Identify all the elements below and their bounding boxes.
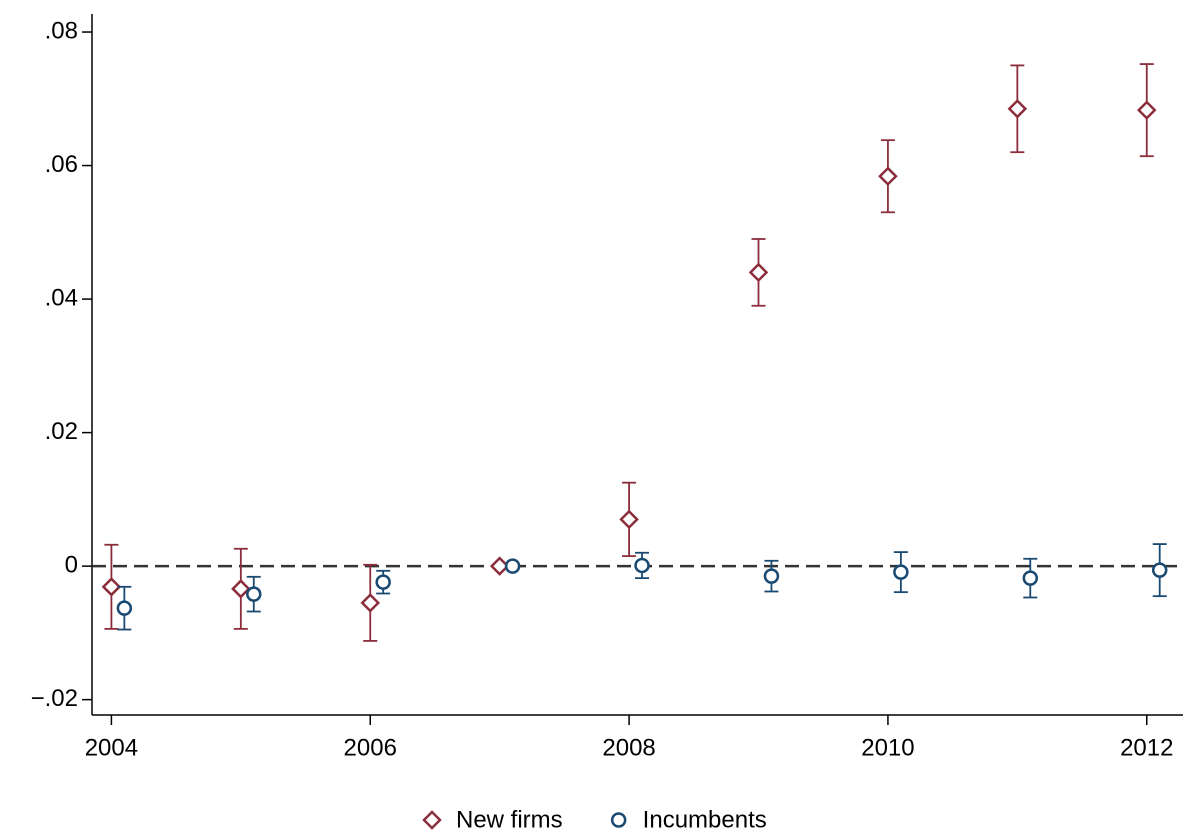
point (101, 577, 122, 597)
point (893, 564, 909, 580)
point (1151, 562, 1168, 578)
y-tick-label: .04 (45, 284, 78, 311)
y-tick-label: 0 (65, 551, 78, 578)
legend-label: New firms (456, 806, 563, 833)
point (116, 600, 133, 616)
point (375, 574, 391, 590)
x-tick-label: 2010 (861, 734, 914, 761)
legend-label: Incumbents (643, 806, 767, 833)
point (246, 586, 262, 602)
point (1022, 570, 1039, 586)
point (619, 509, 639, 530)
x-tick-label: 2004 (85, 734, 138, 761)
point (763, 568, 780, 584)
point (504, 558, 521, 574)
point (634, 557, 650, 574)
point (1007, 99, 1028, 119)
point (1136, 100, 1157, 120)
legend-marker (610, 812, 627, 828)
x-tick-label: 2012 (1120, 734, 1173, 761)
y-tick-label: .06 (45, 151, 78, 178)
point (360, 593, 381, 613)
y-tick-label: .08 (45, 17, 78, 44)
point (489, 556, 510, 576)
point (748, 262, 769, 283)
point (878, 166, 898, 186)
point (231, 579, 251, 599)
x-tick-label: 2006 (344, 734, 397, 761)
y-tick-label: −.02 (31, 685, 78, 712)
x-tick-label: 2008 (602, 734, 655, 761)
legend-marker (422, 810, 442, 830)
y-tick-label: .02 (45, 418, 78, 445)
